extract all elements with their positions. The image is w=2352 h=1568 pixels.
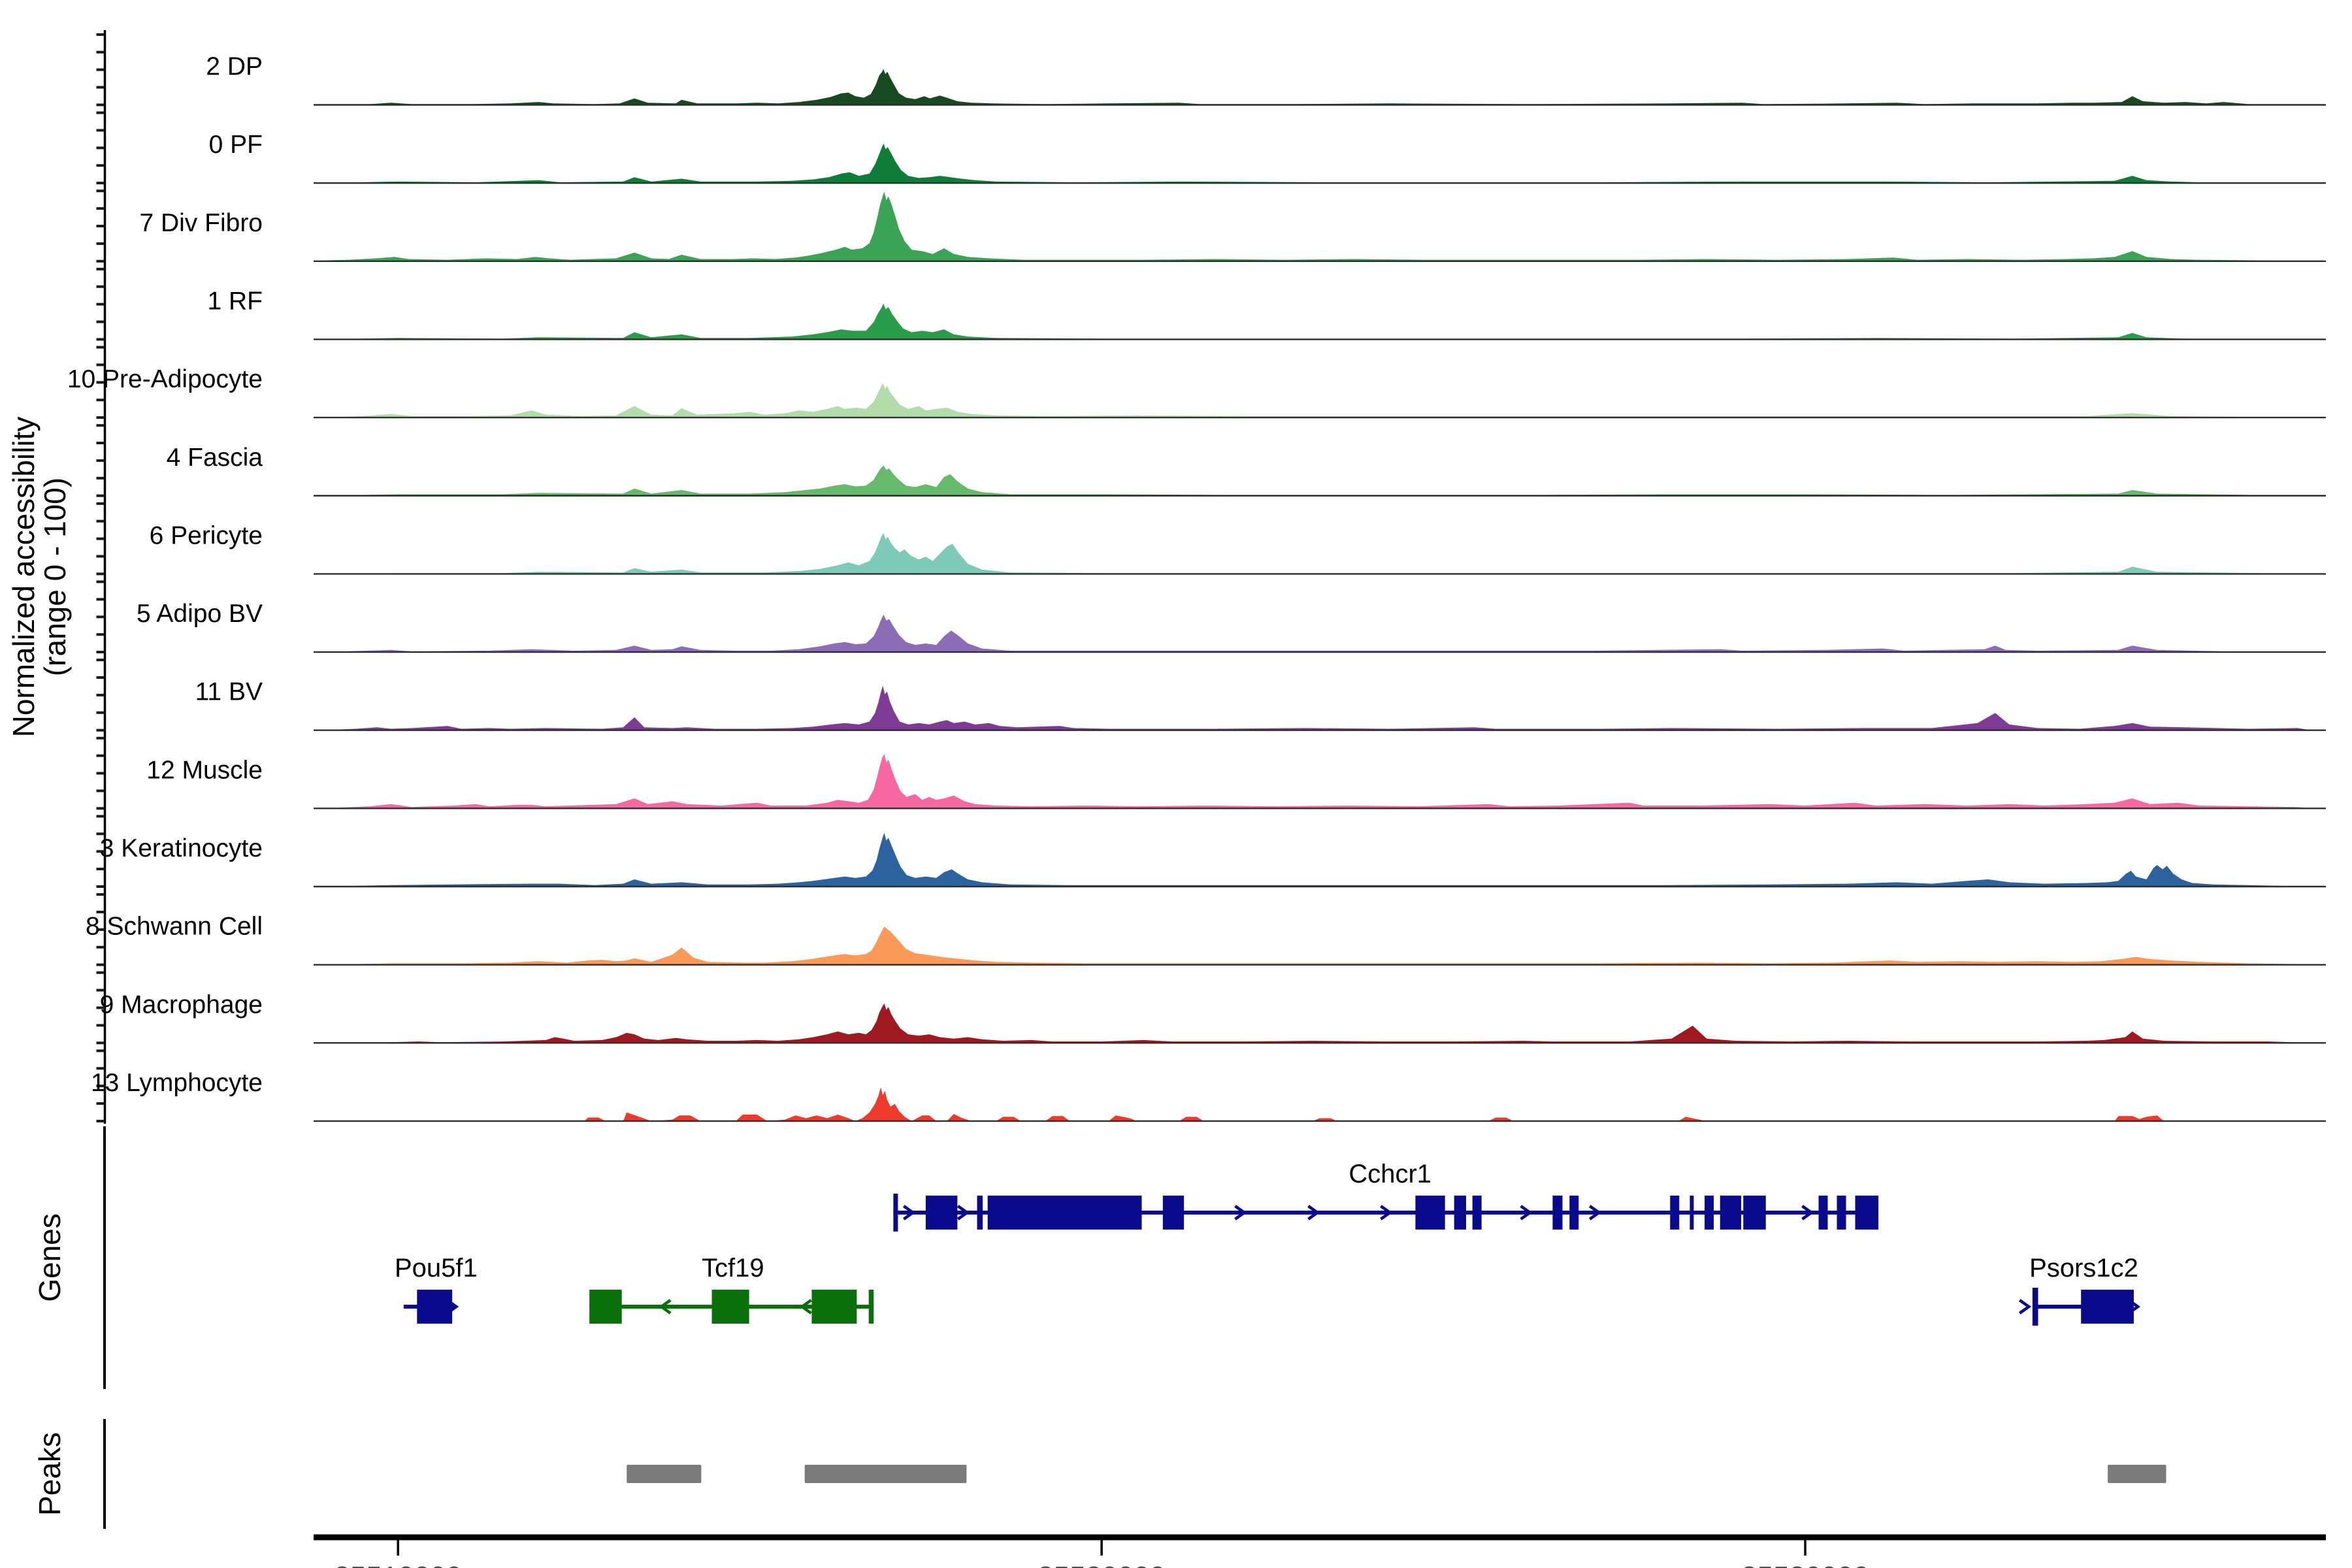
track-signal-4-fascia (314, 465, 2326, 496)
track-label: 4 Fascia (167, 444, 263, 472)
gene-exon (1855, 1196, 1879, 1230)
track-label: 5 Adipo BV (137, 600, 263, 628)
gene-exon (1743, 1196, 1766, 1230)
gene-exon (2081, 1290, 2134, 1324)
track-signal-6-pericyte (314, 532, 2326, 574)
gene-exon (711, 1290, 749, 1324)
x-axis: 35510000 35520000 35530000 (314, 1534, 2326, 1568)
gene-exon (1454, 1196, 1466, 1230)
gene-strand-arrow-icon (1234, 1205, 1247, 1220)
x-axis-tick-label: 35530000 (1741, 1561, 1869, 1568)
gene-exon (589, 1290, 622, 1324)
track-label: 12 Muscle (146, 756, 263, 784)
gene-strand-arrow-icon (1520, 1205, 1533, 1220)
track-label: 10 Pre-Adipocyte (67, 365, 263, 393)
track-label: 3 Keratinocyte (100, 834, 263, 862)
gene-exon (1705, 1196, 1714, 1230)
track-label: 6 Pericyte (150, 521, 263, 549)
gene-name-label: Pou5f1 (395, 1254, 478, 1282)
gene-exon (1837, 1196, 1846, 1230)
x-axis-tick-label: 35520000 (1037, 1561, 1166, 1568)
track-signal-13-lymphocyte (314, 1087, 2326, 1121)
track-signal-10-pre-adipocyte (314, 383, 2326, 418)
gene-exon (1472, 1196, 1482, 1230)
gene-exon (1818, 1196, 1828, 1230)
track-label: 8 Schwann Cell (86, 913, 263, 941)
peak-bars (627, 1465, 2166, 1483)
gene-exon (1552, 1196, 1563, 1230)
track-label: 2 DP (206, 53, 263, 81)
gene-strand-arrow-icon (1307, 1205, 1320, 1220)
gene-strand-arrow-icon (659, 1299, 672, 1315)
gene-cchcr1: Cchcr1 (893, 1160, 1879, 1232)
gene-exon (868, 1290, 874, 1324)
track-signal-11-bv (314, 685, 2326, 730)
gene-exon (977, 1196, 983, 1230)
track-signal-0-pf (314, 143, 2326, 184)
track-label: 7 Div Fibro (139, 209, 263, 237)
track-label: 1 RF (207, 287, 263, 315)
gene-exon (811, 1290, 857, 1324)
gene-models: Cchcr1 Pou5f1 Tcf19 Psors1c2 (395, 1160, 2141, 1326)
gene-strand-arrow-icon (1589, 1205, 1602, 1220)
gene-pou5f1: Pou5f1 (395, 1254, 478, 1324)
track-signal-5-adipo-bv (314, 614, 2326, 653)
x-axis-tick-label: 35510000 (334, 1561, 462, 1568)
gene-name-label: Psors1c2 (2029, 1254, 2138, 1282)
track-signal-12-muscle (314, 753, 2326, 809)
gene-tss-bar (2032, 1288, 2038, 1326)
gene-strand-arrow-icon (956, 1205, 970, 1220)
track-signal-7-div-fibro (314, 191, 2326, 261)
peak-region-bar (804, 1465, 967, 1483)
gene-tss-bar (893, 1194, 898, 1232)
gene-psors1c2: Psors1c2 (2019, 1254, 2141, 1326)
genes-section-label: Genes (33, 1213, 67, 1302)
peak-region-bar (2108, 1465, 2166, 1483)
track-signal-8-schwann-cell (314, 926, 2326, 965)
gene-exon (1162, 1196, 1184, 1230)
track-signal-9-macrophage (314, 1003, 2326, 1043)
gene-strand-arrow-icon (1380, 1205, 1393, 1220)
gene-exon (987, 1196, 1142, 1230)
gene-exon (1569, 1196, 1579, 1230)
gene-exon (1670, 1196, 1680, 1230)
gene-tcf19: Tcf19 (589, 1254, 874, 1324)
gene-name-label: Cchcr1 (1348, 1160, 1431, 1188)
track-label: 11 BV (195, 678, 263, 706)
gene-strand-arrow-icon (2127, 1299, 2141, 1315)
track-label: 9 Macrophage (100, 990, 263, 1019)
gene-strand-arrow-icon (2019, 1299, 2032, 1315)
gene-exon (1690, 1196, 1694, 1230)
track-signal-2-dp (314, 69, 2326, 105)
gene-strand-arrow-icon (799, 1299, 812, 1315)
gene-exon (1720, 1196, 1742, 1230)
track-signal-3-keratinocyte (314, 832, 2326, 887)
gene-exon (417, 1290, 453, 1324)
track-label: 0 PF (209, 131, 263, 159)
gene-exon (1415, 1196, 1445, 1230)
track-signal-1-rf (314, 303, 2326, 340)
y-axis-label-line2: (range 0 - 100) (38, 478, 72, 676)
accessibility-tracks: 2 DP 0 PF 7 Div Fibro 1 RF 10 Pre-Adipocyte 4… (67, 53, 2326, 1122)
peaks-section-label: Peaks (33, 1432, 67, 1516)
track-label: 13 Lymphocyte (91, 1069, 263, 1097)
gene-strand-arrow-icon (903, 1205, 916, 1220)
gene-strand-arrow-icon (1801, 1205, 1814, 1220)
peak-region-bar (627, 1465, 702, 1483)
gene-strand-arrow-icon (446, 1299, 459, 1315)
gene-name-label: Tcf19 (702, 1254, 764, 1282)
gene-exon (925, 1196, 958, 1230)
y-axis (96, 30, 106, 1124)
y-axis-label-line1: Normalized accessibility (7, 417, 41, 738)
